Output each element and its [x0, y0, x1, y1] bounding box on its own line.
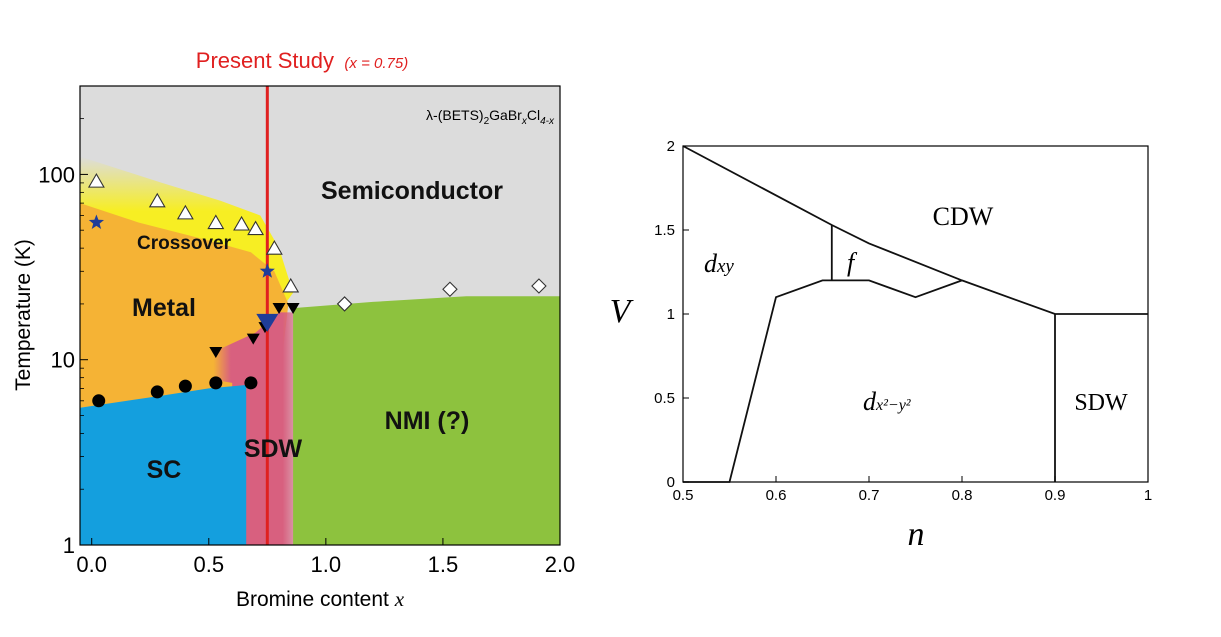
plot-frame [79, 85, 561, 546]
open-triangle-marker [233, 215, 251, 231]
x-tick-label: 0.5 [193, 552, 224, 577]
present-study-param: (x = 0.75) [344, 55, 408, 72]
x-tick-label: 1.0 [311, 552, 342, 577]
y-tick-label-right: 2 [667, 138, 675, 155]
x-tick-label-right: 0.9 [1045, 487, 1066, 504]
region-label-semiconductor: Semiconductor [321, 177, 503, 205]
present-study-title: Present Study (x = 0.75) [196, 48, 408, 73]
axes: 0.0 0.5 1.0 1.5 2.0 1 10 100 [38, 85, 576, 577]
compound-label: λ-(BETS)2GaBrxCl4-x [426, 107, 555, 127]
phase-boundary [683, 279, 963, 483]
y-tick-label-right: 1.5 [654, 222, 675, 239]
open-diamond-marker [442, 281, 458, 298]
x-tick-label-right: 0.8 [952, 487, 973, 504]
filled-circle-marker [150, 385, 164, 399]
y-tick-label-right: 0.5 [654, 390, 675, 407]
star-marker [259, 263, 275, 278]
phase-boundaries [682, 145, 1148, 483]
filled-circle-marker [178, 379, 192, 393]
region-label-dxy: dxy [704, 249, 734, 278]
star-marker [88, 214, 104, 229]
region-label-cdw: CDW [933, 202, 994, 231]
open-triangle-marker [282, 277, 300, 293]
x-tick-label-right: 0.7 [859, 487, 880, 504]
region-label-f: f [847, 248, 858, 277]
open-triangle-marker [87, 173, 105, 188]
x-tick-label: 2.0 [545, 552, 576, 577]
data-markers [87, 173, 547, 408]
y-axis-label: Temperature (K) [12, 239, 35, 391]
filled-circle-marker [244, 376, 258, 390]
open-triangle-marker [207, 214, 225, 230]
region-label-metal: Metal [132, 294, 196, 322]
filled-circle-marker [92, 394, 106, 408]
y-tick-label-right: 1 [667, 306, 675, 323]
big-triangle-marker [256, 313, 279, 332]
y-tick-label: 10 [51, 348, 75, 373]
open-diamond-marker [336, 296, 353, 312]
region-label-sc: SC [147, 456, 182, 484]
filled-circle-marker [209, 376, 223, 390]
region-sc [80, 385, 247, 545]
filled-triangle-marker [286, 303, 300, 315]
phase-regions [80, 86, 560, 545]
open-triangle-marker [148, 192, 166, 208]
axes-right: 0.5 0.6 0.7 0.8 0.9 100.511.52 [654, 138, 1152, 504]
phase-boundary [682, 145, 1148, 315]
y-axis-label-right: V [610, 293, 635, 330]
y-tick-label: 1 [63, 533, 75, 558]
region-label-nmi: NMI (?) [385, 407, 470, 435]
open-triangle-marker [265, 240, 283, 255]
open-diamond-marker [531, 278, 547, 294]
phase-diagram-left: 0.0 0.5 1.0 1.5 2.0 1 10 100 Present Study (x =… [12, 48, 575, 611]
x-tick-label-right: 0.5 [673, 487, 694, 504]
x-axis-label: Bromine content x [236, 587, 405, 611]
y-tick-label-right: 0 [667, 474, 675, 491]
filled-triangle-marker [272, 303, 286, 315]
region-nmi [293, 296, 560, 545]
present-study-label: Present Study [196, 48, 334, 73]
x-tick-label-right: 1 [1144, 487, 1152, 504]
x-tick-label: 0.0 [76, 552, 107, 577]
phase-diagram-right: 0.5 0.6 0.7 0.8 0.9 100.511.52 CDW dxy f dx²−… [610, 138, 1153, 553]
open-triangle-marker [247, 220, 265, 236]
filled-triangle-marker [246, 333, 260, 345]
region-label-sdw: SDW [244, 435, 303, 463]
y-tick-label: 100 [38, 162, 75, 187]
x-tick-label-right: 0.6 [766, 487, 787, 504]
region-label-sdw-right: SDW [1074, 390, 1128, 416]
x-axis-label-right: n [908, 516, 925, 553]
open-triangle-marker [176, 204, 194, 220]
x-tick-label: 1.5 [428, 552, 459, 577]
region-label-crossover: Crossover [137, 233, 232, 254]
filled-triangle-marker [209, 347, 223, 359]
region-label-dx2y2: dx²−y² [863, 387, 912, 416]
